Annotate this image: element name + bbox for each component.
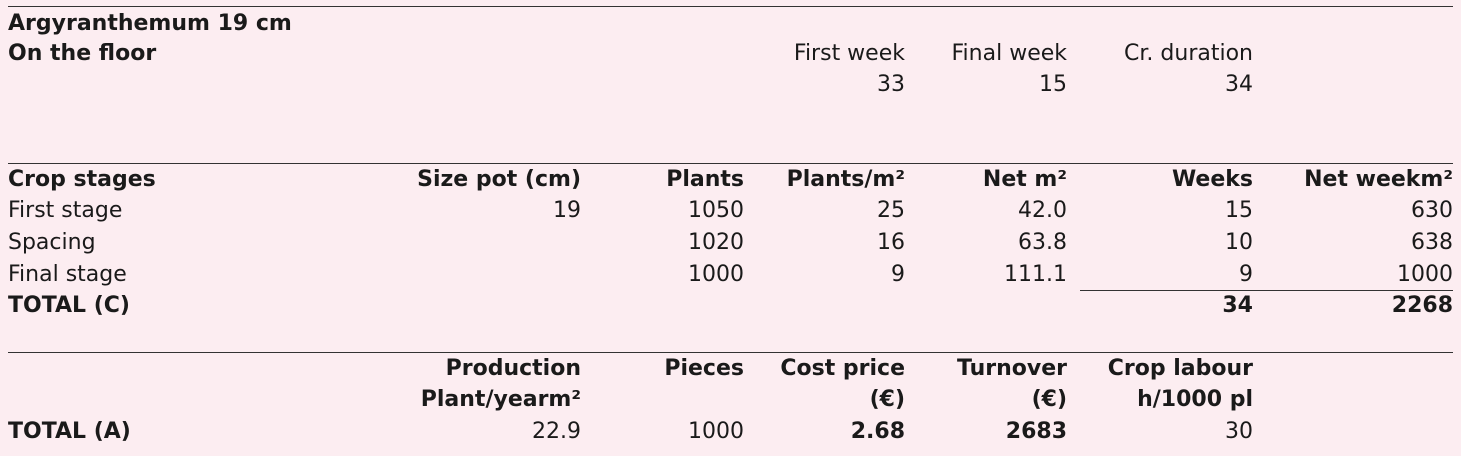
crop-title: Argyranthemum 19 cm (8, 11, 292, 36)
stage-name: Spacing (8, 230, 96, 255)
first-week-label: First week (793, 41, 905, 66)
col-net-m2: Net m² (982, 167, 1067, 192)
net-weekm2-cell: 638 (1411, 230, 1453, 255)
col-weeks: Weeks (1171, 167, 1253, 192)
plants-per-m2-cell: 16 (877, 230, 905, 255)
total-weeks: 34 (1222, 293, 1253, 318)
weeks-cell: 9 (1239, 262, 1253, 287)
col-production-unit: Plant/yearm² (420, 387, 581, 412)
weeks-cell: 15 (1225, 198, 1253, 223)
total-net-weekm2: 2268 (1391, 293, 1453, 318)
pieces-value: 1000 (688, 419, 744, 444)
turnover-value: 2683 (1005, 419, 1067, 444)
col-cost-price-unit: (€) (869, 387, 905, 412)
col-cost-price: Cost price (780, 356, 905, 381)
col-crop-labour: Crop labour (1107, 356, 1253, 381)
final-week-label: Final week (951, 41, 1068, 66)
net-weekm2-cell: 630 (1411, 198, 1453, 223)
first-week-value: 33 (877, 72, 905, 97)
crop-subtitle: On the floor (8, 41, 157, 66)
plants-per-m2-cell: 9 (891, 262, 905, 287)
col-pieces: Pieces (664, 356, 744, 381)
net-m2-cell: 111.1 (1004, 262, 1067, 287)
net-weekm2-cell: 1000 (1397, 262, 1453, 287)
duration-label: Cr. duration (1124, 41, 1253, 66)
stage-name: First stage (8, 198, 123, 223)
size-pot-cell: 19 (553, 198, 581, 223)
weeks-cell: 10 (1225, 230, 1253, 255)
stages-top-rule (8, 163, 1453, 164)
col-crop-labour-unit: h/1000 pl (1137, 387, 1253, 412)
plants-cell: 1000 (688, 262, 744, 287)
col-turnover: Turnover (957, 356, 1067, 381)
net-m2-cell: 42.0 (1018, 198, 1067, 223)
subtotal-rule (1080, 290, 1453, 291)
plants-per-m2-cell: 25 (877, 198, 905, 223)
total-a-label: TOTAL (A) (8, 419, 131, 444)
col-plants-per-m2: Plants/m² (786, 167, 905, 192)
col-size-pot: Size pot (cm) (417, 167, 581, 192)
cost-price-value: 2.68 (850, 419, 905, 444)
final-week-value: 15 (1039, 72, 1067, 97)
col-production: Production (445, 356, 581, 381)
net-m2-cell: 63.8 (1018, 230, 1067, 255)
col-plants: Plants (666, 167, 744, 192)
production-value: 22.9 (532, 419, 581, 444)
duration-value: 34 (1225, 72, 1253, 97)
plants-cell: 1020 (688, 230, 744, 255)
total-c-label: TOTAL (C) (8, 293, 130, 318)
crop-labour-value: 30 (1225, 419, 1253, 444)
summary-top-rule (8, 352, 1453, 353)
stage-name: Final stage (8, 262, 127, 287)
col-turnover-unit: (€) (1031, 387, 1067, 412)
col-crop-stages: Crop stages (8, 167, 156, 192)
col-net-weekm2: Net weekm² (1304, 167, 1453, 192)
plants-cell: 1050 (688, 198, 744, 223)
top-rule (8, 6, 1453, 7)
